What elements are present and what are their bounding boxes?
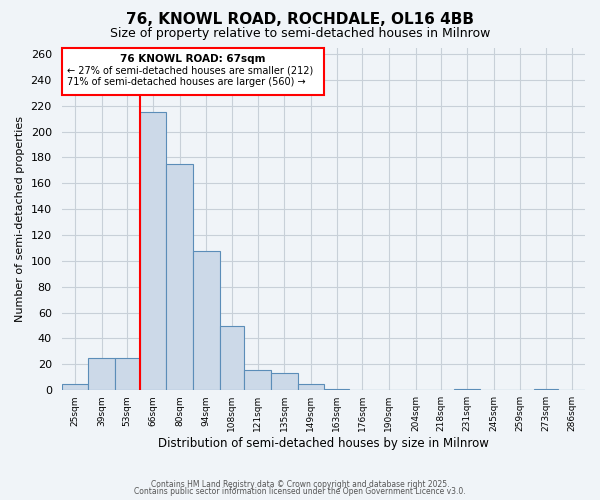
Text: Contains public sector information licensed under the Open Government Licence v3: Contains public sector information licen…: [134, 487, 466, 496]
Text: ← 27% of semi-detached houses are smaller (212): ← 27% of semi-detached houses are smalle…: [67, 66, 313, 76]
Bar: [454, 389, 481, 390]
Bar: [244, 370, 271, 390]
Y-axis label: Number of semi-detached properties: Number of semi-detached properties: [15, 116, 25, 322]
Bar: [166, 164, 193, 390]
Bar: [193, 250, 220, 390]
Text: 76 KNOWL ROAD: 67sqm: 76 KNOWL ROAD: 67sqm: [120, 54, 266, 64]
Text: 76, KNOWL ROAD, ROCHDALE, OL16 4BB: 76, KNOWL ROAD, ROCHDALE, OL16 4BB: [126, 12, 474, 28]
Bar: [298, 384, 324, 390]
Text: Size of property relative to semi-detached houses in Milnrow: Size of property relative to semi-detach…: [110, 28, 490, 40]
Bar: [271, 374, 298, 390]
Bar: [115, 358, 140, 390]
Bar: [88, 358, 115, 390]
Bar: [324, 389, 349, 390]
Text: Contains HM Land Registry data © Crown copyright and database right 2025.: Contains HM Land Registry data © Crown c…: [151, 480, 449, 489]
X-axis label: Distribution of semi-detached houses by size in Milnrow: Distribution of semi-detached houses by …: [158, 437, 489, 450]
Bar: [533, 389, 559, 390]
Bar: [140, 112, 166, 390]
Bar: [220, 326, 244, 390]
FancyBboxPatch shape: [62, 48, 324, 96]
Bar: [62, 384, 88, 390]
Text: 71% of semi-detached houses are larger (560) →: 71% of semi-detached houses are larger (…: [67, 77, 306, 87]
